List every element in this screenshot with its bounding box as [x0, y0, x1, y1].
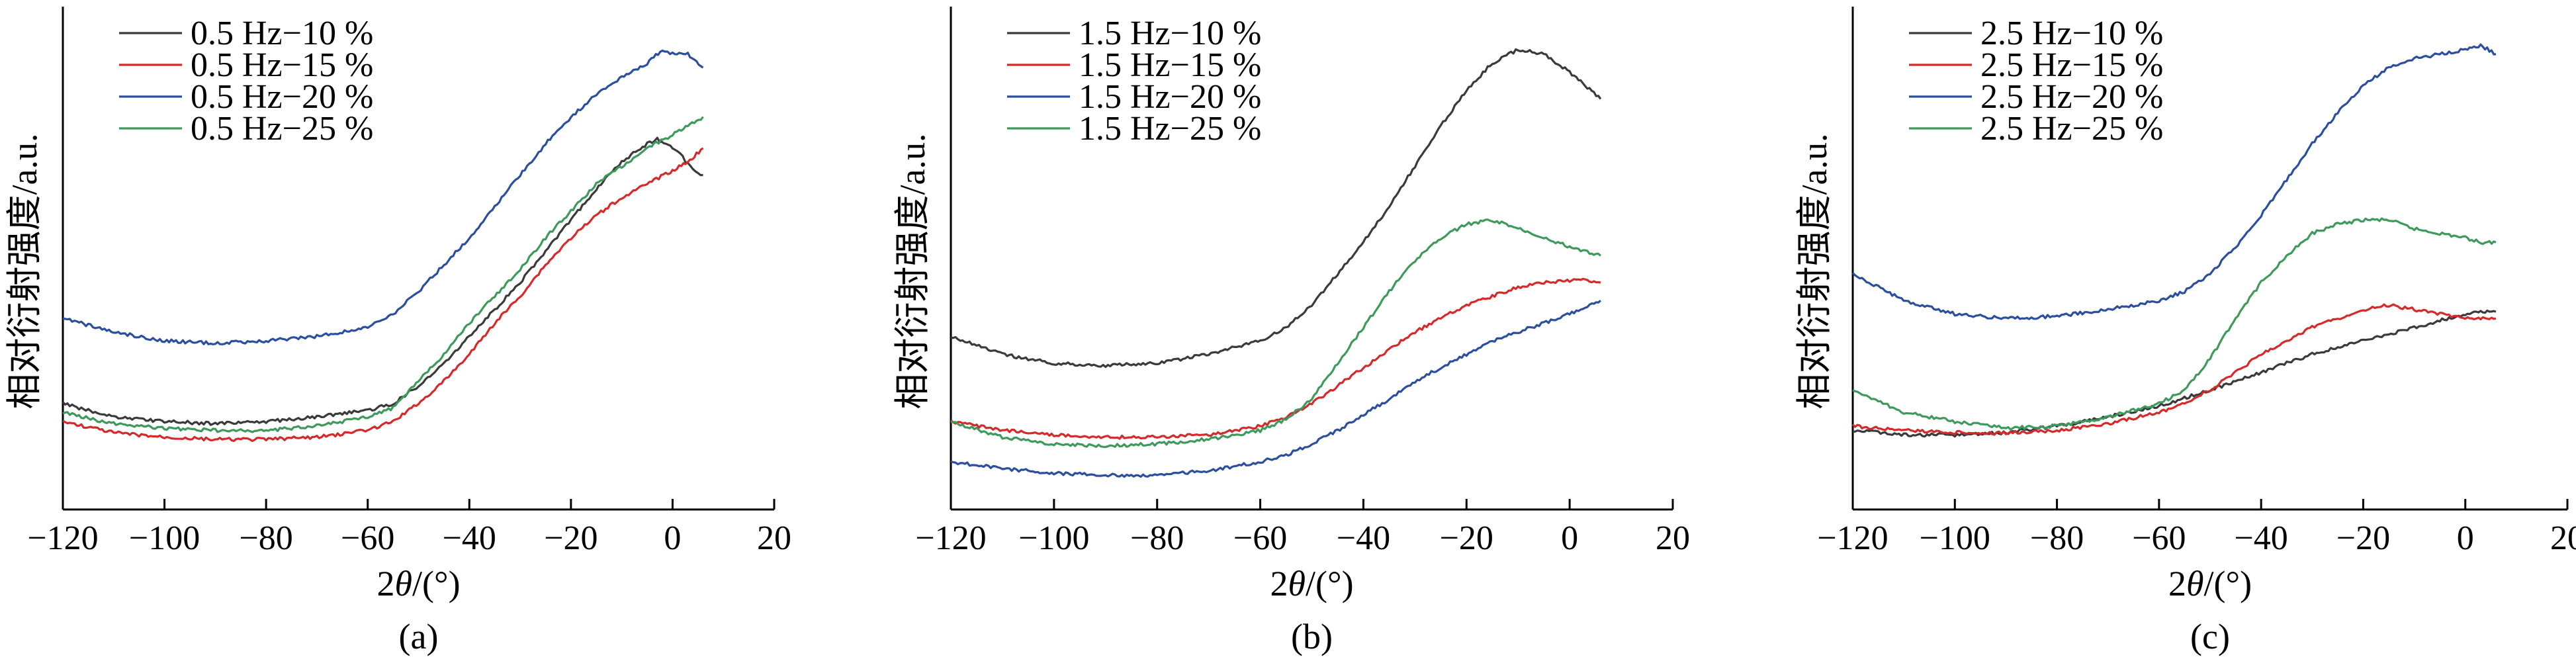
legend-label-1: 0.5 Hz−10 % — [191, 15, 373, 52]
y-axis-label: 相对衍射强度/a.u. — [1795, 134, 1834, 410]
x-tick-label: −100 — [1920, 519, 1990, 557]
x-axis-label: 2θ/(°) — [377, 564, 460, 603]
legend-label-2: 1.5 Hz−15 % — [1079, 46, 1261, 84]
x-axis-label: 2θ/(°) — [2168, 564, 2252, 603]
legend-label-1: 1.5 Hz−10 % — [1079, 15, 1261, 52]
y-axis-label: 相对衍射强度/a.u. — [893, 134, 932, 410]
x-tick-label: 0 — [2457, 519, 2474, 557]
x-tick-label: 20 — [2550, 519, 2576, 557]
x-tick-label: −20 — [544, 519, 598, 557]
x-axis-label: 2θ/(°) — [1270, 564, 1353, 603]
series-line-2 — [950, 277, 1601, 440]
series-line-1 — [1852, 309, 2497, 438]
series-line-2 — [62, 147, 704, 442]
x-tick-label: −60 — [1233, 519, 1287, 557]
chart-panel-1: −120 −100 −80 −60 −40 −20 0 20 2θ/(°) 相对衍射强度/a.u.… — [5, 7, 791, 656]
y-axis-label: 相对衍射强度/a.u. — [5, 134, 44, 410]
panel-label: (b) — [1291, 617, 1333, 656]
x-tick-label: −80 — [2030, 519, 2084, 557]
x-tick-label: 0 — [1561, 519, 1578, 557]
series-line-4 — [951, 218, 1601, 449]
legend-label-3: 1.5 Hz−20 % — [1079, 78, 1261, 116]
panel-label: (c) — [2190, 617, 2230, 656]
series-line-3 — [62, 49, 704, 345]
x-tick-label: −80 — [239, 519, 292, 557]
x-tick-label: 20 — [1656, 519, 1690, 557]
series-line-2 — [1851, 303, 2497, 435]
x-tick-label: −20 — [1440, 519, 1493, 557]
x-tick-label: −120 — [915, 519, 986, 557]
legend-label-3: 0.5 Hz−20 % — [191, 78, 373, 116]
legend-label-2: 0.5 Hz−15 % — [191, 46, 373, 84]
x-tick-label: −60 — [341, 519, 394, 557]
legend-label-2: 2.5 Hz−15 % — [1980, 46, 2163, 84]
series-line-4 — [62, 116, 704, 433]
series-line-4 — [1852, 217, 2497, 431]
x-tick-label: −120 — [1817, 519, 1888, 557]
x-tick-label: 0 — [664, 519, 681, 557]
series-line-3 — [1851, 43, 2497, 320]
x-tick-label: 20 — [757, 519, 791, 557]
x-tick-label: −80 — [1130, 519, 1184, 557]
legend-label-4: 2.5 Hz−25 % — [1980, 110, 2163, 148]
x-tick-label: −100 — [1018, 519, 1089, 557]
series-line-3 — [950, 299, 1601, 478]
series-line-1 — [951, 48, 1602, 369]
x-tick-label: −20 — [2336, 519, 2390, 557]
legend-label-4: 1.5 Hz−25 % — [1079, 110, 1261, 148]
series-line-1 — [62, 136, 703, 426]
x-tick-label: −100 — [129, 519, 200, 557]
legend-label-1: 2.5 Hz−10 % — [1980, 15, 2163, 52]
chart-panel-2: −120 −100 −80 −60 −40 −20 0 20 2θ/(°) 相对衍射强度/a.u.… — [893, 7, 1690, 656]
legend-label-3: 2.5 Hz−20 % — [1980, 78, 2163, 116]
x-tick-label: −60 — [2132, 519, 2186, 557]
x-tick-label: −120 — [27, 519, 98, 557]
x-tick-label: −40 — [443, 519, 496, 557]
chart-panel-3: −120 −100 −80 −60 −40 −20 0 20 2θ/(°) 相对衍射强度/a.u.… — [1795, 7, 2576, 656]
panel-label: (a) — [399, 617, 439, 656]
x-tick-label: −40 — [2234, 519, 2287, 557]
legend-label-4: 0.5 Hz−25 % — [191, 110, 373, 148]
x-tick-label: −40 — [1337, 519, 1390, 557]
